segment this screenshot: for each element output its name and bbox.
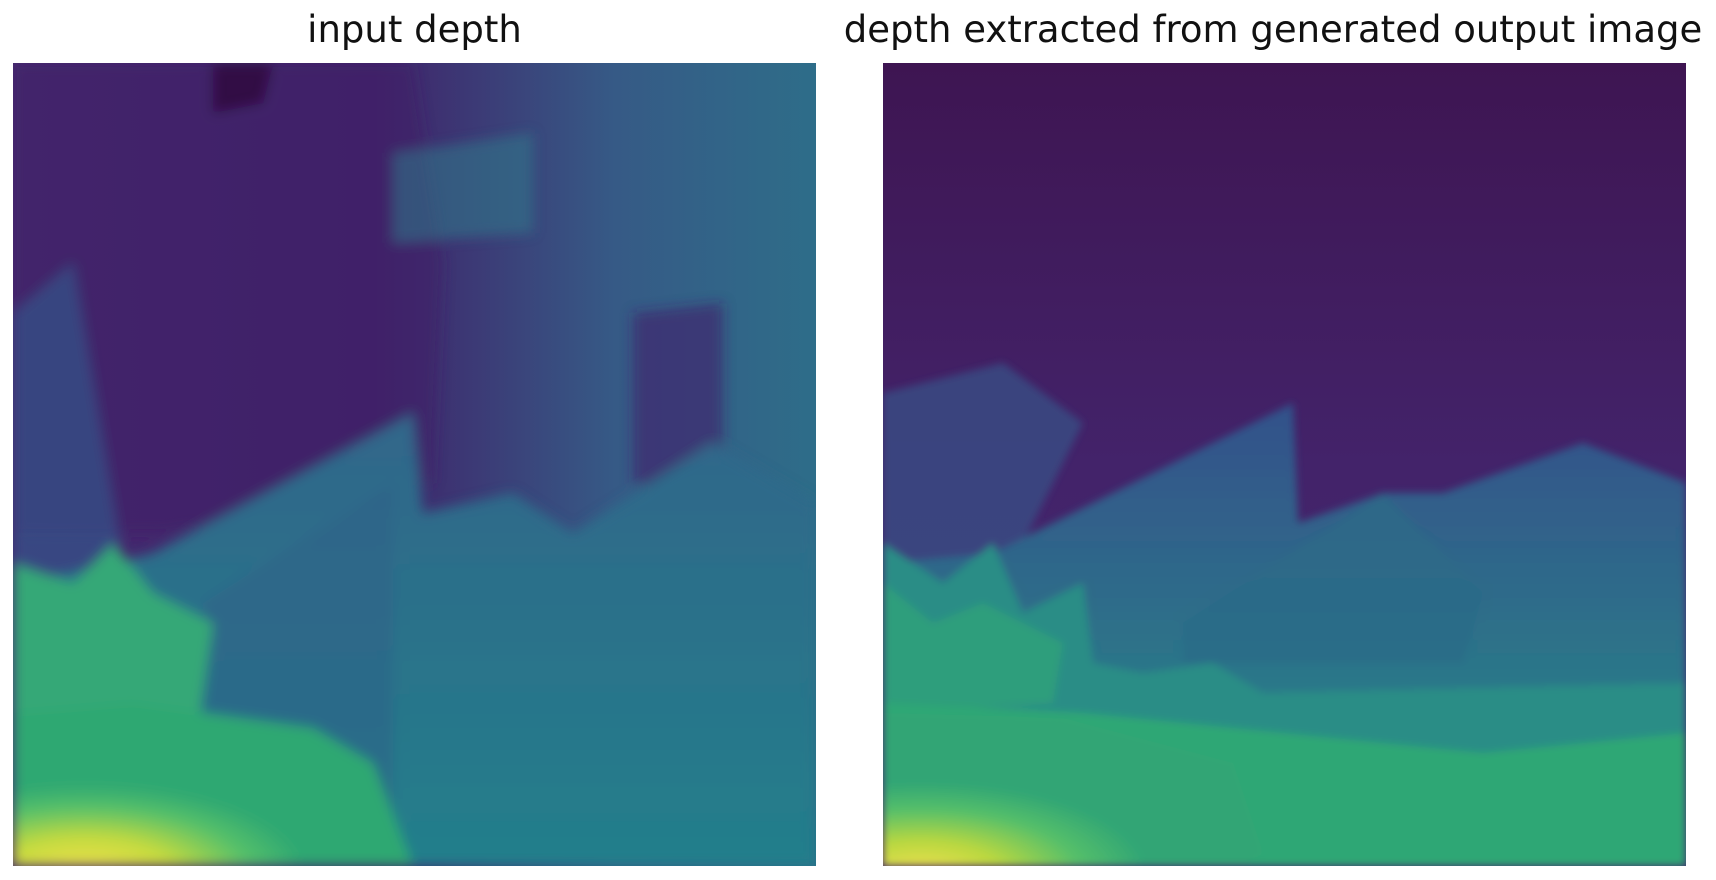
depth-map-input-image: [13, 63, 816, 866]
panel-title-input-depth: input depth: [307, 8, 522, 51]
panel-title-output-depth: depth extracted from generated output im…: [843, 8, 1703, 51]
depth-map-input: [13, 63, 816, 866]
depth-map-output-image: [883, 63, 1686, 866]
depth-map-output: [883, 63, 1686, 866]
